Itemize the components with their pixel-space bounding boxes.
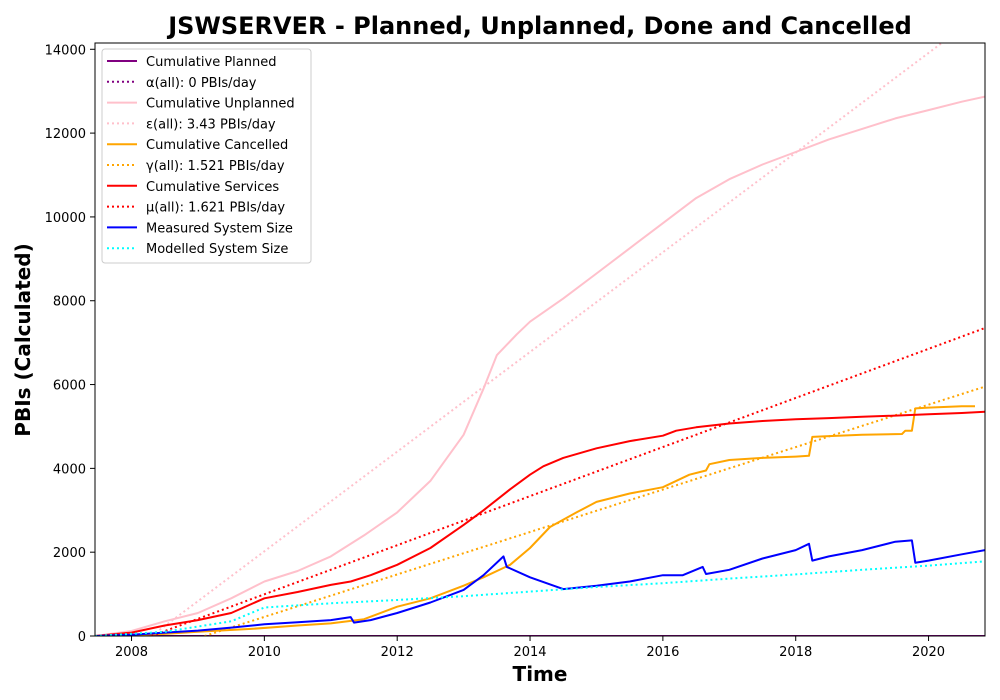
x-tick-label: 2016 [646,645,679,660]
x-tick-label: 2020 [912,645,945,660]
y-tick-label: 2000 [53,546,86,561]
legend-label: Modelled System Size [146,242,288,257]
x-tick-label: 2014 [513,645,546,660]
series-line-cumulative-unplanned [95,95,985,636]
y-tick-label: 0 [78,630,86,645]
legend-box [101,48,312,264]
y-tick-label: 6000 [53,379,86,394]
y-tick-label: 8000 [53,295,86,310]
x-tick-label: 2008 [115,645,148,660]
legend-label: μ(all): 1.621 PBIs/day [146,201,285,216]
chart-title: JSWSERVER - Planned, Unplanned, Done and… [166,12,912,40]
series-line-all-1-621-pbis-day [151,327,985,636]
legend-label: Measured System Size [146,221,293,236]
series-line-measured-system-size [95,539,985,636]
legend-label: Cumulative Cancelled [146,138,288,153]
legend-label: Cumulative Unplanned [146,97,295,112]
x-tick-label: 2018 [779,645,812,660]
legend-label: α(all): 0 PBIs/day [146,76,257,91]
y-tick-label: 12000 [45,127,86,142]
legend-label: Cumulative Planned [146,55,276,70]
axes-frame [94,42,986,637]
y-axis-label: PBIs (Calculated) [11,243,35,436]
x-tick-label: 2012 [381,645,414,660]
y-tick-label: 4000 [53,462,86,477]
x-ticks: 2008 2010 2012 2014 2016 2018 2020 [115,636,945,660]
x-axis-label: Time [513,662,568,686]
x-tick-label: 2010 [248,645,281,660]
legend-label: Cumulative Services [146,180,279,195]
legend-label: γ(all): 1.521 PBIs/day [146,159,285,174]
y-ticks: 0 2000 4000 6000 8000 10000 12000 14000 [45,43,95,645]
series-line-cumulative-cancelled [95,405,975,636]
legend-label: ε(all): 3.43 PBIs/day [146,117,276,132]
y-tick-label: 14000 [45,43,86,58]
y-tick-label: 10000 [45,211,86,226]
series-line-all-1-521-pbis-day [204,385,985,636]
legend: Cumulative Planned α(all): 0 PBIs/day Cumu… [101,48,312,264]
plot-lines [95,43,985,636]
series-line-cumulative-services [95,410,985,636]
